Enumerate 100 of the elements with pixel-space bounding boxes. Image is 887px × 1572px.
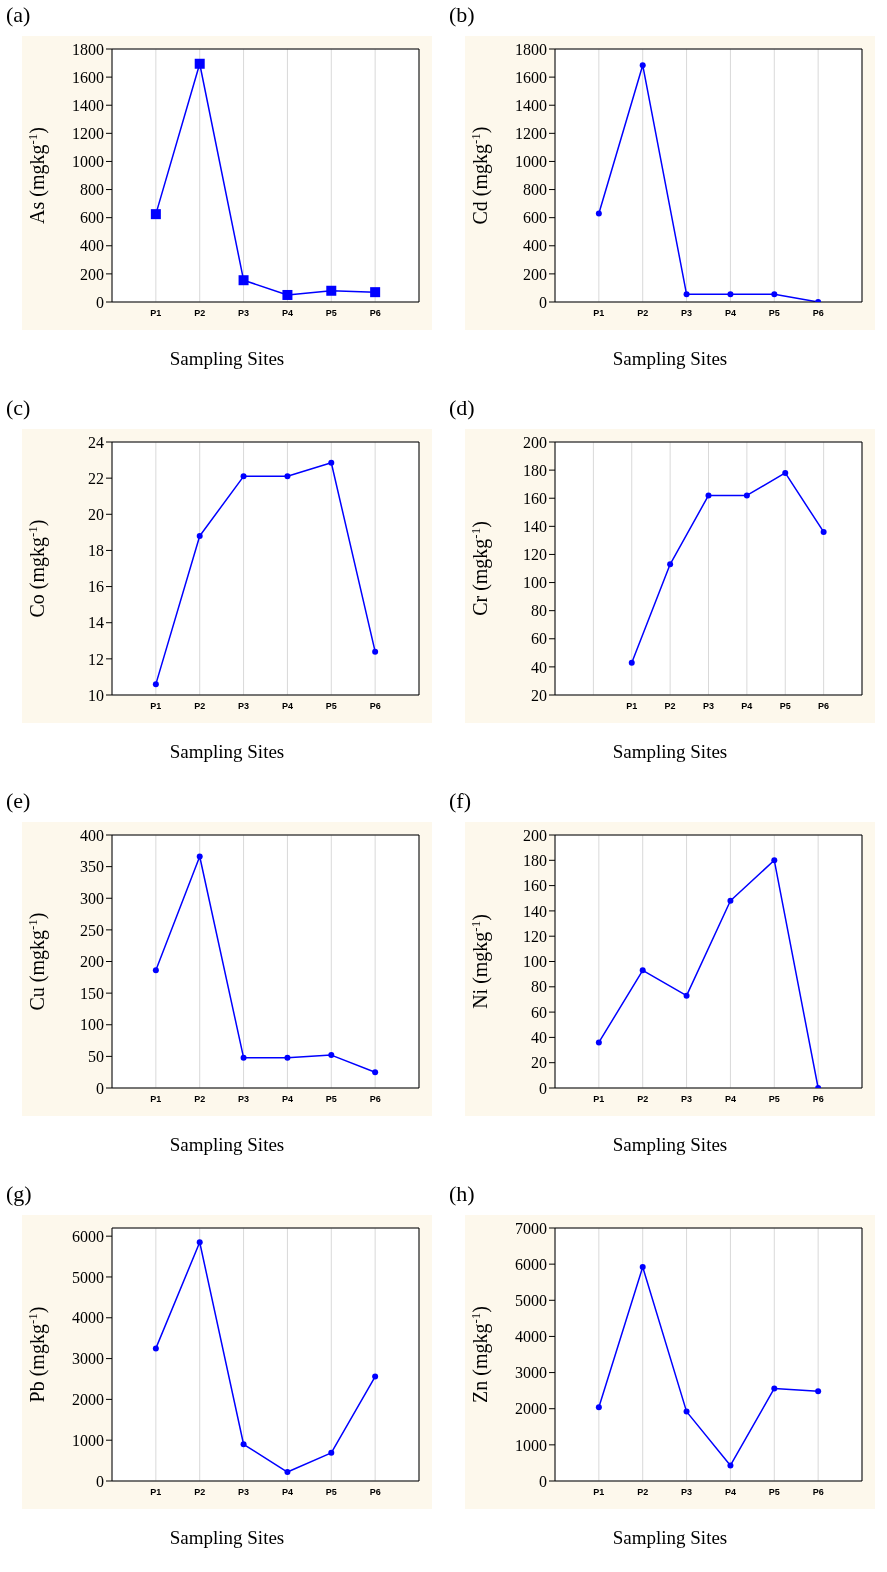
x-tick-label: P5 [779, 701, 791, 712]
x-tick-label: P3 [681, 308, 693, 319]
x-tick-label: P4 [724, 308, 736, 319]
x-tick-label: P3 [681, 1487, 693, 1498]
chart-title: (e) [6, 788, 31, 814]
x-tick-label: P6 [812, 1487, 824, 1498]
y-tick-label: 350 [80, 858, 104, 876]
point [326, 285, 337, 296]
chart-title: (c) [6, 395, 31, 421]
point [152, 1345, 159, 1352]
point [727, 1462, 734, 1469]
y-tick-label: 7000 [515, 1219, 547, 1237]
point [328, 1449, 335, 1456]
y-tick-label: 20 [531, 1054, 547, 1072]
x-tick-label: P2 [194, 701, 206, 712]
point [595, 210, 602, 217]
x-tick-label: P1 [626, 701, 638, 712]
point [370, 287, 381, 298]
x-tick-label: P4 [741, 701, 753, 712]
y-tick-label: 6000 [72, 1227, 104, 1245]
y-tick-label: 1800 [72, 40, 104, 58]
point [771, 291, 778, 298]
y-tick-label: 1600 [515, 68, 547, 86]
x-axis-title: Sampling Sites [611, 1527, 729, 1549]
y-tick-label: 1800 [515, 40, 547, 58]
x-tick-label: P2 [664, 701, 676, 712]
x-tick-label: P2 [194, 308, 206, 319]
x-tick-label: P3 [702, 701, 715, 712]
y-tick-label: 120 [523, 927, 547, 945]
point [683, 992, 690, 999]
point [727, 897, 734, 904]
point [595, 1404, 602, 1411]
x-tick-label: P1 [150, 308, 162, 319]
point [820, 528, 827, 535]
y-tick-label: 0 [539, 1472, 547, 1490]
x-axis-title: Sampling Sites [168, 1134, 286, 1156]
y-tick-label: 140 [523, 518, 547, 536]
y-tick-label: 12 [88, 650, 104, 668]
point [196, 853, 203, 860]
y-tick-label: 0 [96, 1472, 104, 1490]
point [705, 492, 712, 499]
y-tick-label: 60 [531, 630, 547, 648]
point [284, 1054, 291, 1061]
y-tick-label: 1400 [515, 96, 547, 114]
y-tick-label: 3000 [72, 1350, 104, 1368]
y-tick-label: 50 [88, 1048, 104, 1066]
y-tick-label: 3000 [515, 1364, 547, 1382]
x-tick-label: P1 [150, 1094, 162, 1105]
x-tick-label: P5 [325, 1094, 337, 1105]
chart-title: (h) [449, 1181, 475, 1207]
x-tick-label: P5 [325, 1487, 337, 1498]
x-tick-label: P6 [369, 1094, 381, 1105]
y-tick-label: 400 [523, 237, 547, 255]
x-axis-title: Sampling Sites [611, 348, 729, 370]
point [372, 1373, 379, 1380]
x-tick-label: P4 [281, 1487, 293, 1498]
x-tick-label: P6 [812, 308, 824, 319]
point [238, 275, 249, 286]
point [771, 1385, 778, 1392]
y-tick-label: 200 [523, 433, 547, 451]
y-tick-label: 24 [88, 433, 104, 451]
x-tick-label: P3 [238, 308, 250, 319]
point [328, 459, 335, 466]
y-tick-label: 60 [531, 1003, 547, 1021]
x-axis-title: Sampling Sites [611, 1134, 729, 1156]
point [639, 967, 646, 974]
x-tick-label: P5 [768, 308, 780, 319]
x-tick-label: P1 [150, 701, 162, 712]
chart-title: (b) [449, 2, 475, 28]
y-tick-label: 1200 [515, 125, 547, 143]
x-tick-label: P3 [681, 1094, 693, 1105]
point [240, 1441, 247, 1448]
y-tick-label: 140 [523, 902, 547, 920]
y-tick-label: 1000 [72, 1431, 104, 1449]
y-tick-label: 200 [80, 953, 104, 971]
y-tick-label: 16 [88, 578, 104, 596]
x-tick-label: P5 [768, 1094, 780, 1105]
point [194, 58, 205, 69]
point [284, 1469, 291, 1476]
point [240, 473, 247, 480]
x-tick-label: P2 [637, 1094, 649, 1105]
y-tick-label: 150 [80, 984, 104, 1002]
x-tick-label: P2 [637, 1487, 649, 1498]
x-tick-label: P4 [281, 1094, 293, 1105]
y-tick-label: 200 [523, 265, 547, 283]
y-tick-label: 5000 [72, 1268, 104, 1286]
x-tick-label: P4 [281, 701, 293, 712]
y-tick-label: 300 [80, 889, 104, 907]
y-tick-label: 120 [523, 546, 547, 564]
x-axis-title: Sampling Sites [168, 348, 286, 370]
y-tick-label: 160 [523, 489, 547, 507]
point [639, 62, 646, 69]
y-tick-label: 40 [531, 658, 547, 676]
y-tick-label: 200 [523, 826, 547, 844]
point [628, 659, 635, 666]
y-tick-label: 80 [531, 602, 547, 620]
x-tick-label: P5 [325, 308, 337, 319]
chart-title: (d) [449, 395, 475, 421]
point [152, 681, 159, 688]
y-tick-label: 800 [80, 181, 104, 199]
